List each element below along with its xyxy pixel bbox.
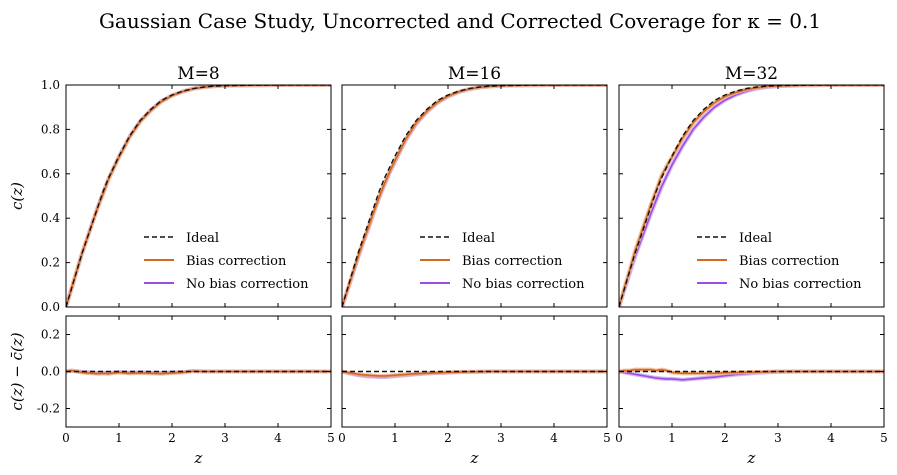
legend: Ideal Bias correction No bias correction <box>144 231 309 292</box>
y-tick-label: 0.2 <box>41 256 60 270</box>
x-axis-label: z <box>470 449 479 467</box>
series-line-bias-correction <box>66 369 331 375</box>
plot-frame <box>341 84 608 308</box>
series-group <box>66 368 331 376</box>
series-line-bias-correction <box>342 370 607 377</box>
x-tick-label: 0 <box>338 431 346 445</box>
chart-panel-4: 0 1 2 3 4 5 -0.2 0.0 0.2 z c(z) − c̄(z) <box>8 315 335 467</box>
x-tick-label: 1 <box>391 431 399 445</box>
series-line-ideal <box>66 85 331 307</box>
x-tick-label: 2 <box>168 431 176 445</box>
y-tick-label: 1.0 <box>41 78 60 92</box>
series-band-bias-correction <box>66 85 331 307</box>
x-tick-label: 4 <box>550 431 558 445</box>
panel-title: M=32 <box>725 64 778 84</box>
chart-panel-6: 0 1 2 3 4 5 z <box>615 315 888 467</box>
x-tick-label: 2 <box>444 431 452 445</box>
legend-label-ideal: Ideal <box>186 231 219 246</box>
series-band-no-bias-correction <box>342 85 607 307</box>
y-tick-label: 0.8 <box>41 122 60 136</box>
x-tick-label: 1 <box>668 431 676 445</box>
y-tick-label: 0.2 <box>41 328 60 342</box>
legend-label-no-bias-correction: No bias correction <box>462 277 585 292</box>
x-tick-label: 3 <box>774 431 782 445</box>
chart-panel-2: M=16 Ideal Bias correction No bias correcti… <box>341 64 608 308</box>
series-line-bias-correction <box>66 85 331 307</box>
series-line-no-bias-correction <box>66 85 331 307</box>
y-tick-label: 0.0 <box>41 300 60 314</box>
y-tick-label: 0.6 <box>41 167 60 181</box>
legend: Ideal Bias correction No bias correction <box>420 231 585 292</box>
chart-panel-5: 0 1 2 3 4 5 z <box>338 315 611 467</box>
series-group <box>619 85 884 307</box>
chart-panel-1: 0.0 0.2 0.4 0.6 0.8 1.0 M=8 c(z) Ideal Bias corre… <box>8 64 332 314</box>
legend-label-bias-correction: Bias correction <box>739 254 840 269</box>
series-group <box>66 85 331 307</box>
x-tick-label: 3 <box>221 431 229 445</box>
legend-label-bias-correction: Bias correction <box>462 254 563 269</box>
series-group <box>342 85 607 307</box>
x-tick-label: 4 <box>827 431 835 445</box>
x-axis-label: z <box>747 449 756 467</box>
series-group <box>619 367 884 382</box>
x-tick-label: 4 <box>274 431 282 445</box>
figure-title: Gaussian Case Study, Uncorrected and Cor… <box>99 9 821 33</box>
y-tick-label: 0.4 <box>41 211 60 225</box>
series-line-bias-correction <box>619 368 884 375</box>
x-tick-label: 5 <box>327 431 335 445</box>
y-axis-label: c(z) − c̄(z) <box>8 332 26 410</box>
panel-title: M=8 <box>177 64 219 84</box>
legend: Ideal Bias correction No bias correction <box>697 231 862 292</box>
y-axis-label: c(z) <box>8 182 26 210</box>
x-tick-label: 3 <box>497 431 505 445</box>
chart-panel-3: M=32 Ideal Bias correction No bias correcti… <box>618 64 885 308</box>
y-tick-label: -0.2 <box>37 402 60 416</box>
series-group <box>342 369 607 380</box>
legend-label-bias-correction: Bias correction <box>186 254 287 269</box>
plot-frame <box>65 84 332 308</box>
x-tick-label: 5 <box>603 431 611 445</box>
legend-label-ideal: Ideal <box>739 231 772 246</box>
x-tick-label: 2 <box>721 431 729 445</box>
panels: 0.0 0.2 0.4 0.6 0.8 1.0 M=8 c(z) Ideal Bias corre… <box>8 64 888 467</box>
plot-frame <box>618 84 885 308</box>
x-tick-label: 0 <box>615 431 623 445</box>
y-tick-label: 0.0 <box>41 365 60 379</box>
x-axis-label: z <box>194 449 203 467</box>
series-band-no-bias-correction <box>619 85 884 307</box>
x-tick-label: 5 <box>880 431 888 445</box>
x-tick-label: 1 <box>115 431 123 445</box>
legend-label-ideal: Ideal <box>462 231 495 246</box>
legend-label-no-bias-correction: No bias correction <box>739 277 862 292</box>
panel-title: M=16 <box>448 64 501 84</box>
x-tick-label: 0 <box>62 431 70 445</box>
legend-label-no-bias-correction: No bias correction <box>186 277 309 292</box>
series-band-no-bias-correction <box>66 85 331 307</box>
